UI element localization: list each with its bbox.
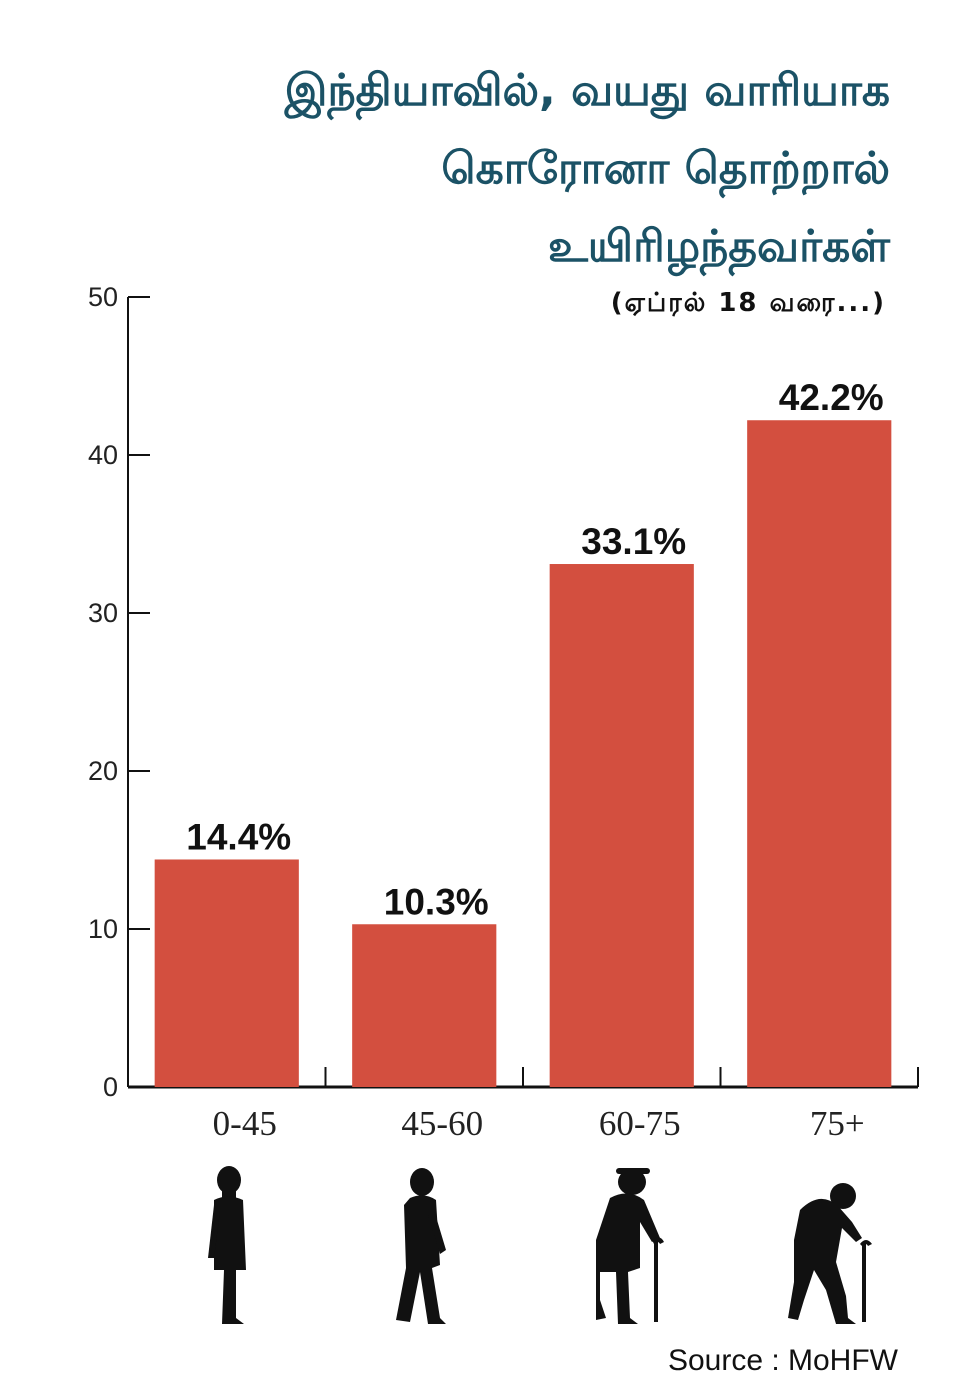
y-tick-label: 40 — [88, 440, 118, 470]
data-label: 10.3% — [384, 881, 489, 922]
y-tick-label: 0 — [103, 1072, 118, 1102]
source-note: Source : MoHFW — [667, 1344, 898, 1377]
bar-0-45 — [154, 859, 299, 1087]
bar-75+ — [747, 420, 892, 1087]
data-label: 33.1% — [581, 521, 686, 562]
y-tick-label: 30 — [88, 598, 118, 628]
elderly-man-with-cane-icon — [596, 1168, 664, 1324]
chart-subtitle: (ஏப்ரல் 18 வரை...) — [610, 288, 886, 318]
y-tick-label: 50 — [88, 282, 118, 312]
standing-man-icon — [208, 1166, 246, 1324]
bar-60-75 — [549, 564, 694, 1087]
title-line-3: உயிரிழந்தவர்கள் — [548, 221, 890, 272]
title-line-2: கொரோனா தொற்றால் — [441, 143, 890, 194]
category-label: 60-75 — [599, 1104, 681, 1143]
category-label: 45-60 — [401, 1104, 483, 1143]
title-line-1: இந்தியாவில், வயது வாரியாக — [284, 65, 890, 116]
bar-45-60 — [352, 924, 497, 1087]
category-label: 0-45 — [213, 1104, 277, 1143]
y-tick-label: 20 — [88, 756, 118, 786]
y-tick-label: 10 — [88, 914, 118, 944]
data-label: 42.2% — [779, 377, 884, 418]
chart-title: இந்தியாவில், வயது வாரியாக கொரோனா தொற்றால… — [70, 52, 890, 286]
stooped-elderly-man-with-cane-icon — [788, 1183, 872, 1324]
category-label: 75+ — [810, 1104, 865, 1143]
walking-man-icon — [396, 1168, 446, 1324]
data-label: 14.4% — [186, 816, 291, 857]
bar-chart: 0 10 20 30 40 50 14.4% 0-45 10.3% 45-60 33.1% 60-75… — [88, 282, 919, 1143]
